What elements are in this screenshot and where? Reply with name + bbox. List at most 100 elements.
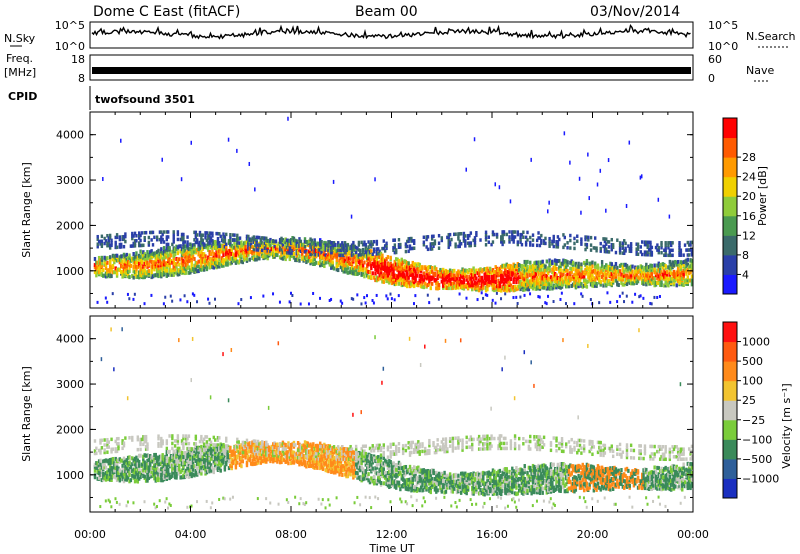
echo-point [534, 283, 537, 288]
echo-point [425, 235, 428, 239]
echo-point [564, 302, 567, 306]
echo-point [209, 264, 213, 269]
echo-point [104, 473, 108, 478]
echo-point [681, 282, 684, 287]
echo-point [471, 273, 474, 278]
echo-point [211, 449, 214, 454]
echo-point [172, 456, 175, 461]
echo-point [353, 244, 356, 249]
echo-point [430, 281, 434, 286]
echo-point [129, 258, 133, 263]
echo-point [158, 462, 162, 467]
echo-point [571, 274, 575, 279]
echo-point [238, 462, 242, 467]
echo-point [378, 262, 381, 267]
echo-point [537, 264, 540, 269]
echo-point [345, 243, 348, 248]
echo-point [220, 263, 224, 268]
echo-point [364, 301, 367, 305]
echo-point [649, 268, 652, 273]
echo-point [208, 236, 211, 240]
echo-point [571, 262, 575, 267]
echo-point [486, 281, 489, 286]
echo-point [193, 447, 196, 451]
echo-point [218, 254, 221, 259]
echo-point [484, 235, 488, 240]
echo-point [178, 455, 181, 460]
echo-point [189, 472, 192, 477]
noise-point [350, 214, 353, 219]
echo-point [371, 242, 374, 247]
echo-point [175, 271, 178, 276]
echo-point [592, 269, 596, 274]
echo-point [495, 271, 499, 276]
echo-point [231, 495, 234, 499]
echo-point [241, 445, 245, 450]
echo-point [168, 472, 171, 477]
echo-point [370, 263, 373, 268]
echo-point [482, 267, 485, 272]
echo-point [216, 231, 220, 236]
colorbar-swatch [723, 274, 737, 295]
echo-point [209, 463, 213, 468]
echo-point [229, 249, 232, 254]
echo-point [178, 244, 181, 249]
echo-point [494, 265, 497, 270]
echo-point [111, 456, 115, 461]
echo-point [520, 232, 524, 237]
echo-point [169, 454, 173, 459]
echo-point [690, 240, 694, 245]
echo-point [154, 476, 157, 481]
echo-point [459, 241, 463, 246]
echo-point [645, 265, 648, 270]
echo-point [207, 245, 210, 250]
echo-point [133, 292, 136, 296]
echo-point [164, 459, 167, 464]
echo-point [466, 241, 470, 245]
echo-point [212, 251, 216, 256]
echo-point [381, 246, 384, 251]
echo-point [323, 240, 326, 245]
echo-point [104, 263, 108, 268]
echo-point [96, 264, 99, 269]
echo-point [530, 284, 533, 289]
echo-point [258, 245, 261, 250]
echo-point [458, 270, 461, 275]
echo-point [650, 253, 654, 257]
echo-point [429, 265, 432, 270]
echo-point [361, 272, 365, 277]
echo-point [664, 253, 667, 258]
echo-point [171, 242, 174, 247]
echo-point [553, 258, 557, 263]
echo-point [365, 247, 369, 252]
echo-point [176, 230, 180, 234]
echo-point [312, 245, 315, 250]
noise-point [625, 203, 628, 208]
echo-point [328, 261, 332, 266]
echo-point [194, 442, 198, 446]
echo-point [260, 251, 264, 256]
echo-point [663, 269, 666, 274]
echo-point [234, 260, 238, 265]
echo-point [273, 244, 276, 249]
noise-point [494, 182, 497, 187]
echo-point [111, 253, 115, 258]
echo-point [158, 468, 162, 473]
echo-point [339, 243, 343, 248]
echo-point [327, 248, 330, 252]
echo-point [120, 258, 123, 263]
echo-point [237, 236, 240, 241]
echo-point [227, 248, 231, 253]
echo-point [298, 247, 301, 252]
echo-point [252, 237, 256, 242]
echo-point [168, 434, 171, 438]
echo-point [269, 239, 272, 244]
echo-point [551, 277, 554, 282]
echo-point [149, 454, 152, 459]
echo-point [303, 249, 307, 254]
echo-point [319, 255, 322, 260]
echo-point [668, 248, 672, 253]
echo-point [577, 271, 580, 276]
echo-point [414, 262, 417, 267]
echo-point [121, 470, 124, 475]
